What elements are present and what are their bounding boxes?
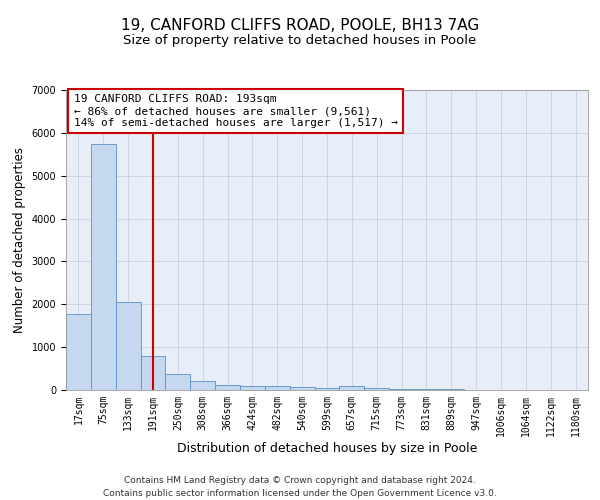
Bar [190,381,215,390]
Bar [265,386,290,390]
Text: 19, CANFORD CLIFFS ROAD, POOLE, BH13 7AG: 19, CANFORD CLIFFS ROAD, POOLE, BH13 7AG [121,18,479,32]
Bar [66,314,91,390]
Bar [364,388,389,390]
Bar [290,387,314,390]
X-axis label: Distribution of detached houses by size in Poole: Distribution of detached houses by size … [177,442,477,454]
Bar [215,385,240,390]
Bar [91,144,116,390]
Text: 19 CANFORD CLIFFS ROAD: 193sqm
← 86% of detached houses are smaller (9,561)
14% : 19 CANFORD CLIFFS ROAD: 193sqm ← 86% of … [74,94,398,128]
Bar [389,388,414,390]
Bar [414,389,439,390]
Text: Size of property relative to detached houses in Poole: Size of property relative to detached ho… [124,34,476,47]
Bar [116,302,140,390]
Bar [314,388,340,390]
Bar [166,374,190,390]
Bar [340,386,364,390]
Y-axis label: Number of detached properties: Number of detached properties [13,147,26,333]
Bar [140,356,166,390]
Text: Contains HM Land Registry data © Crown copyright and database right 2024.
Contai: Contains HM Land Registry data © Crown c… [103,476,497,498]
Bar [240,386,265,390]
